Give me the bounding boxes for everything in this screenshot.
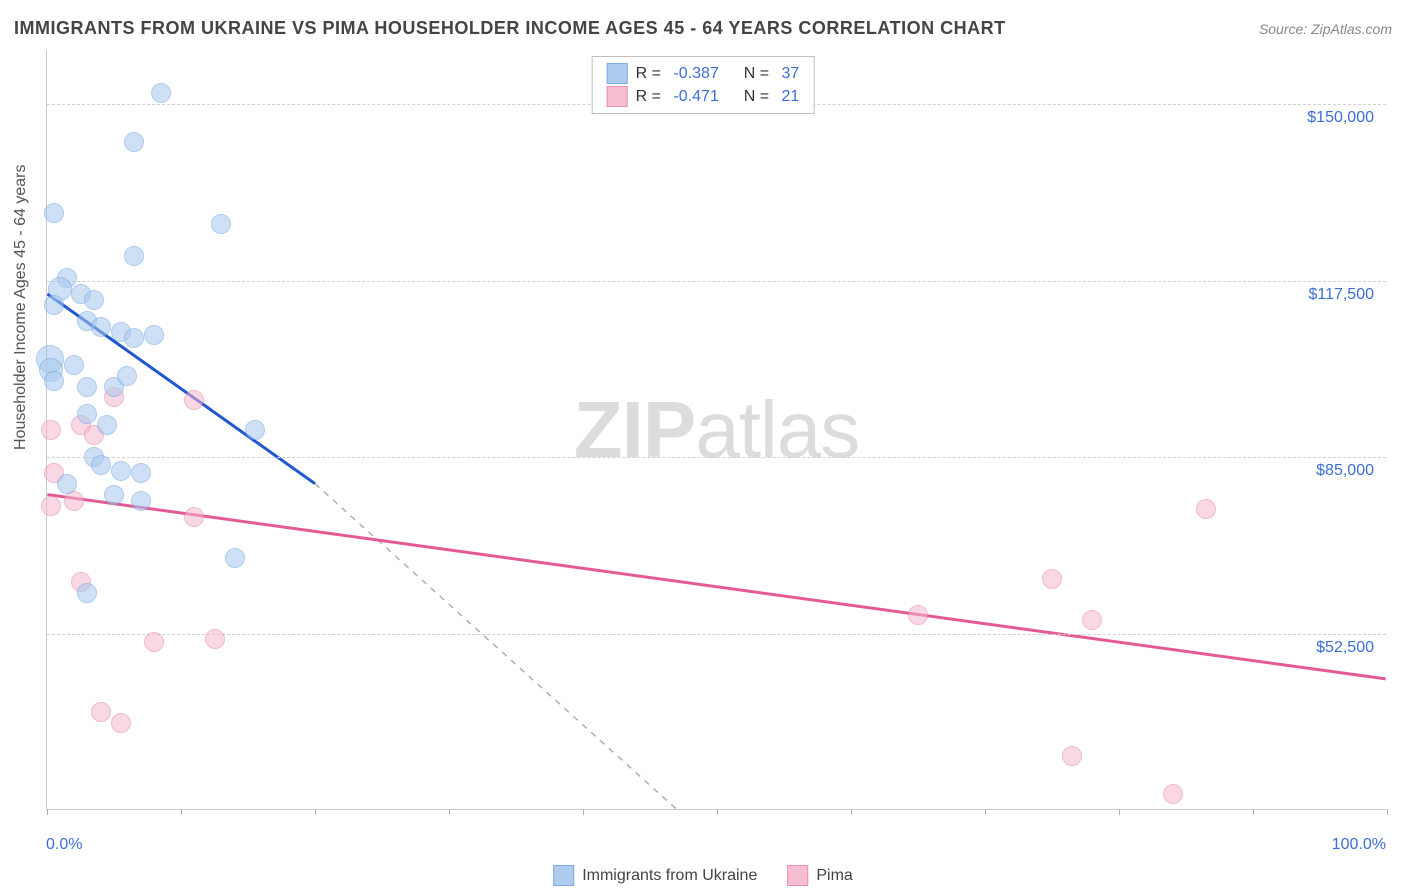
point-ukraine bbox=[44, 203, 64, 223]
x-tick bbox=[583, 809, 584, 815]
point-pima bbox=[1082, 610, 1102, 630]
legend-item-pima: Pima bbox=[787, 865, 852, 886]
source-label: Source: ZipAtlas.com bbox=[1259, 21, 1392, 37]
point-ukraine bbox=[124, 246, 144, 266]
x-tick bbox=[315, 809, 316, 815]
legend-label-ukraine: Immigrants from Ukraine bbox=[582, 867, 757, 885]
point-ukraine bbox=[111, 461, 131, 481]
stat-r-ukraine: -0.387 bbox=[673, 65, 718, 83]
legend-bottom: Immigrants from Ukraine Pima bbox=[553, 865, 853, 886]
stat-r-pima: -0.471 bbox=[673, 88, 718, 106]
x-tick bbox=[1387, 809, 1388, 815]
x-tick bbox=[449, 809, 450, 815]
legend-item-ukraine: Immigrants from Ukraine bbox=[553, 865, 757, 886]
point-pima bbox=[144, 632, 164, 652]
point-pima bbox=[184, 507, 204, 527]
stat-n-pima: 21 bbox=[782, 88, 800, 106]
point-pima bbox=[1196, 499, 1216, 519]
swatch-ukraine bbox=[607, 63, 628, 84]
point-pima bbox=[908, 605, 928, 625]
point-ukraine bbox=[117, 366, 137, 386]
point-ukraine bbox=[104, 485, 124, 505]
point-pima bbox=[111, 713, 131, 733]
point-ukraine bbox=[57, 474, 77, 494]
stat-n-label: N = bbox=[744, 88, 774, 106]
x-tick bbox=[47, 809, 48, 815]
point-pima bbox=[1062, 746, 1082, 766]
x-axis-label-min: 0.0% bbox=[46, 836, 82, 854]
legend-stats-box: R = -0.387 N = 37 R = -0.471 N = 21 bbox=[592, 56, 815, 114]
point-pima bbox=[91, 702, 111, 722]
point-ukraine bbox=[245, 420, 265, 440]
point-pima bbox=[41, 420, 61, 440]
stat-n-label: N = bbox=[744, 65, 774, 83]
y-tick-label: $85,000 bbox=[1316, 462, 1374, 480]
legend-stats-row-pima: R = -0.471 N = 21 bbox=[607, 85, 800, 108]
point-ukraine bbox=[44, 295, 64, 315]
point-ukraine bbox=[151, 83, 171, 103]
point-pima bbox=[41, 496, 61, 516]
watermark: ZIPatlas bbox=[574, 384, 859, 476]
x-tick bbox=[985, 809, 986, 815]
stat-r-label: R = bbox=[636, 65, 666, 83]
point-ukraine bbox=[64, 355, 84, 375]
legend-label-pima: Pima bbox=[816, 867, 852, 885]
point-ukraine bbox=[124, 328, 144, 348]
point-ukraine bbox=[131, 463, 151, 483]
y-tick-label: $117,500 bbox=[1308, 286, 1374, 304]
point-ukraine bbox=[77, 404, 97, 424]
point-pima bbox=[1163, 784, 1183, 804]
point-ukraine bbox=[44, 371, 64, 391]
x-tick bbox=[181, 809, 182, 815]
x-axis-label-max: 100.0% bbox=[1332, 836, 1386, 854]
swatch-pima bbox=[787, 865, 808, 886]
point-pima bbox=[1042, 569, 1062, 589]
point-pima bbox=[205, 629, 225, 649]
swatch-ukraine bbox=[553, 865, 574, 886]
point-ukraine bbox=[124, 132, 144, 152]
point-ukraine bbox=[225, 548, 245, 568]
y-tick-label: $150,000 bbox=[1307, 109, 1374, 127]
point-ukraine bbox=[144, 325, 164, 345]
x-tick bbox=[851, 809, 852, 815]
point-ukraine bbox=[77, 583, 97, 603]
point-ukraine bbox=[91, 455, 111, 475]
stat-r-label: R = bbox=[636, 88, 666, 106]
point-ukraine bbox=[211, 214, 231, 234]
point-ukraine bbox=[77, 377, 97, 397]
watermark-light: atlas bbox=[695, 385, 859, 474]
legend-stats-row-ukraine: R = -0.387 N = 37 bbox=[607, 62, 800, 85]
x-tick bbox=[1119, 809, 1120, 815]
gridline-h bbox=[47, 281, 1386, 282]
point-ukraine bbox=[84, 290, 104, 310]
point-pima bbox=[184, 390, 204, 410]
stat-n-ukraine: 37 bbox=[782, 65, 800, 83]
chart-title: IMMIGRANTS FROM UKRAINE VS PIMA HOUSEHOL… bbox=[14, 18, 1006, 39]
point-ukraine bbox=[131, 491, 151, 511]
x-tick bbox=[1253, 809, 1254, 815]
watermark-bold: ZIP bbox=[574, 385, 695, 474]
x-tick bbox=[717, 809, 718, 815]
swatch-pima bbox=[607, 86, 628, 107]
gridline-h bbox=[47, 457, 1386, 458]
plot-area: ZIPatlas $52,500 $85,000 $117,500 $150,000 bbox=[46, 50, 1386, 810]
point-ukraine bbox=[91, 317, 111, 337]
gridline-h bbox=[47, 634, 1386, 635]
y-axis-title: Householder Income Ages 45 - 64 years bbox=[12, 165, 30, 451]
point-ukraine bbox=[97, 415, 117, 435]
y-tick-label: $52,500 bbox=[1316, 639, 1374, 657]
